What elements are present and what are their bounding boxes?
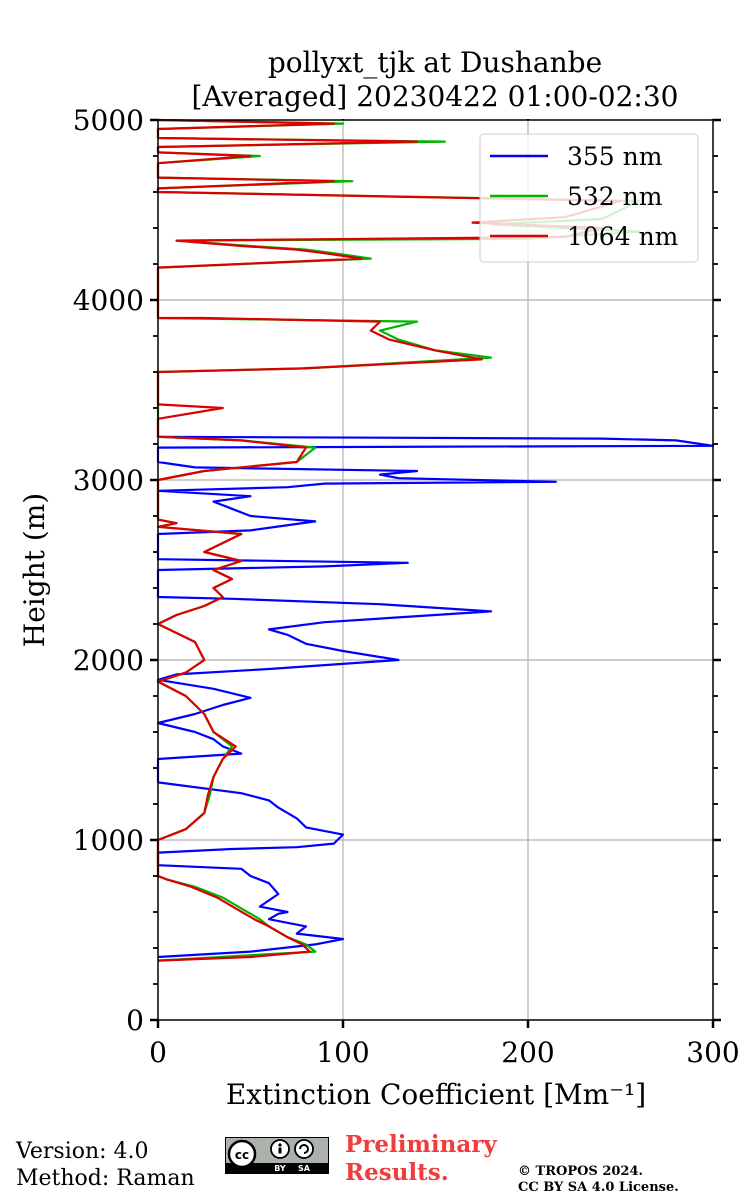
x-axis-label: Extinction Coefficient [Mm⁻¹] <box>226 1078 646 1111</box>
y-axis-label: Height (m) <box>18 493 51 647</box>
by-icon-body <box>278 1147 282 1154</box>
legend-label-1064: 1064 nm <box>567 222 679 251</box>
axis-ticks <box>150 118 721 1028</box>
cc-icon <box>227 1139 257 1169</box>
chart-title: pollyxt_tjk at Dushanbe <box>268 46 602 79</box>
copyright-notice: © TROPOS 2024. CC BY SA 4.0 License. <box>518 1164 679 1196</box>
x-tick-label: 300 <box>686 1036 739 1069</box>
legend: 355 nm 532 nm 1064 nm <box>479 133 699 263</box>
sa-label: SA <box>298 1164 311 1173</box>
x-tick-label: 200 <box>501 1036 554 1069</box>
version-info: Version: 4.0 Method: Raman <box>16 1138 195 1192</box>
plot-frame <box>157 119 714 1021</box>
copyright-line-1: © TROPOS 2024. <box>518 1164 644 1179</box>
sa-icon-arrow <box>299 1144 309 1154</box>
y-tick-label: 3000 <box>73 464 144 497</box>
y-tick-label: 1000 <box>73 824 144 857</box>
y-tick-label: 4000 <box>73 284 144 317</box>
x-tick-label: 0 <box>149 1036 167 1069</box>
by-label: BY <box>274 1164 286 1173</box>
y-tick-label: 0 <box>126 1004 144 1037</box>
y-tick-label: 2000 <box>73 644 144 677</box>
y-tick-label: 5000 <box>73 104 144 137</box>
chart-subtitle: [Averaged] 20230422 01:00-02:30 <box>192 80 679 113</box>
legend-box <box>479 133 699 263</box>
version-text: Version: 4.0 <box>16 1139 149 1164</box>
method-text: Method: Raman <box>16 1166 195 1191</box>
sa-icon <box>294 1139 314 1159</box>
cc-icon-text: cc <box>235 1148 249 1162</box>
badge-strip <box>225 1163 329 1174</box>
cc-license-badge: cc BY SA <box>225 1137 329 1174</box>
series-line-355-nm <box>156 435 715 959</box>
legend-label-355: 355 nm <box>567 142 663 171</box>
legend-label-532: 532 nm <box>567 182 663 211</box>
x-tick-label: 100 <box>316 1036 369 1069</box>
copyright-line-2: CC BY SA 4.0 License. <box>518 1180 679 1195</box>
preliminary-notice: Preliminary Results. <box>345 1131 497 1187</box>
preliminary-line-2: Results. <box>345 1159 449 1186</box>
by-icon-head <box>278 1143 282 1147</box>
preliminary-line-1: Preliminary <box>345 1131 497 1158</box>
